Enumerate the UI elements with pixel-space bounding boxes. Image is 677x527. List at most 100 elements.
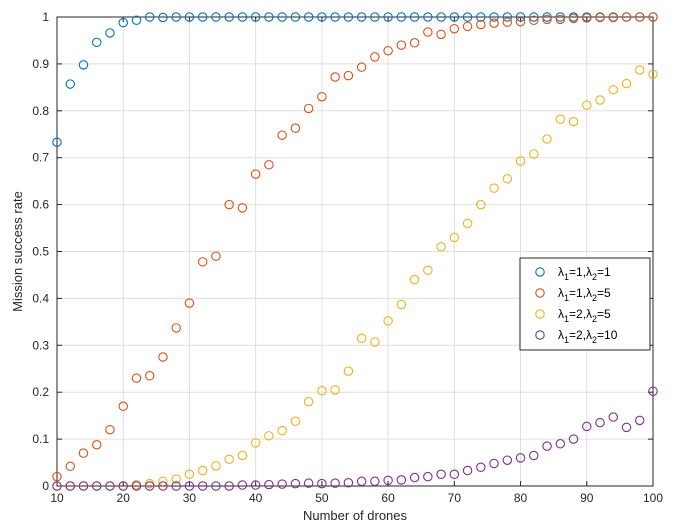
data-point bbox=[396, 12, 407, 22]
data-point bbox=[409, 12, 420, 22]
data-point bbox=[436, 242, 446, 252]
x-tick-label: 40 bbox=[249, 491, 263, 505]
data-point bbox=[529, 450, 539, 461]
data-point bbox=[65, 481, 75, 491]
data-point bbox=[436, 12, 446, 22]
data-point bbox=[529, 12, 539, 22]
data-point bbox=[462, 218, 473, 229]
data-point bbox=[118, 17, 128, 28]
data-point bbox=[555, 114, 566, 124]
data-point bbox=[317, 91, 327, 102]
data-point bbox=[91, 481, 102, 491]
data-point bbox=[197, 257, 208, 267]
data-point bbox=[635, 12, 645, 22]
y-tick-label: 0.4 bbox=[32, 291, 49, 305]
data-point bbox=[542, 441, 552, 451]
data-point bbox=[330, 72, 340, 82]
data-point bbox=[396, 475, 407, 485]
data-point bbox=[184, 298, 195, 308]
y-tick-label: 0.7 bbox=[32, 151, 49, 165]
data-point bbox=[489, 18, 499, 28]
data-point bbox=[65, 79, 75, 89]
data-point bbox=[144, 12, 155, 22]
data-point bbox=[582, 100, 592, 110]
data-point bbox=[449, 469, 460, 480]
data-point bbox=[409, 274, 420, 285]
y-tick-label: 0.6 bbox=[32, 198, 49, 212]
data-point bbox=[211, 481, 221, 491]
y-tick-label: 0.8 bbox=[32, 104, 49, 118]
data-point bbox=[515, 12, 526, 22]
data-point bbox=[237, 203, 248, 213]
data-point bbox=[423, 12, 433, 22]
x-tick-label: 30 bbox=[183, 491, 197, 505]
data-point bbox=[171, 12, 181, 22]
legend-box bbox=[519, 257, 651, 351]
data-point bbox=[290, 12, 301, 22]
x-tick-label: 80 bbox=[514, 491, 528, 505]
data-point bbox=[370, 337, 380, 347]
data-point bbox=[277, 479, 287, 489]
data-point bbox=[131, 373, 142, 383]
series-2 bbox=[52, 12, 658, 482]
data-point bbox=[171, 323, 181, 333]
data-point bbox=[582, 13, 592, 23]
data-point bbox=[356, 62, 367, 72]
data-point bbox=[343, 366, 354, 376]
data-point bbox=[197, 465, 208, 476]
data-point bbox=[515, 453, 526, 463]
data-point bbox=[184, 469, 195, 480]
data-point bbox=[595, 12, 605, 23]
data-point bbox=[621, 422, 632, 433]
data-point bbox=[529, 149, 539, 159]
data-points bbox=[52, 12, 658, 491]
data-point bbox=[52, 471, 62, 482]
data-point bbox=[436, 469, 446, 480]
series-1 bbox=[52, 12, 658, 147]
data-point bbox=[158, 12, 168, 23]
data-point bbox=[303, 103, 314, 114]
data-point bbox=[197, 12, 208, 22]
data-point bbox=[423, 265, 433, 276]
data-point bbox=[277, 130, 287, 140]
data-point bbox=[489, 183, 499, 193]
data-point bbox=[462, 465, 473, 476]
data-point bbox=[489, 12, 499, 22]
x-tick-label: 10 bbox=[50, 491, 64, 505]
data-point bbox=[608, 12, 619, 23]
data-point bbox=[303, 396, 314, 407]
data-point bbox=[502, 455, 513, 465]
data-point bbox=[449, 232, 460, 243]
data-point bbox=[290, 478, 301, 489]
data-point bbox=[542, 134, 552, 144]
data-point bbox=[224, 481, 234, 491]
data-point bbox=[184, 481, 195, 491]
data-point bbox=[383, 316, 393, 326]
data-point bbox=[476, 12, 486, 22]
data-point bbox=[105, 481, 115, 491]
data-point bbox=[648, 386, 658, 397]
data-point bbox=[476, 199, 486, 210]
data-point bbox=[648, 69, 658, 79]
data-point bbox=[582, 421, 592, 432]
data-point bbox=[277, 12, 287, 22]
data-point bbox=[330, 12, 340, 22]
y-tick-label: 0.9 bbox=[32, 57, 49, 71]
data-point bbox=[131, 15, 142, 26]
data-point bbox=[264, 479, 274, 490]
legend-entry: λ1=2,λ2=10 bbox=[558, 328, 618, 345]
data-point bbox=[396, 299, 407, 310]
series-4 bbox=[52, 386, 658, 491]
data-point bbox=[502, 12, 513, 22]
y-tick-label: 0.3 bbox=[32, 338, 49, 352]
data-point bbox=[502, 17, 513, 27]
data-point bbox=[476, 462, 486, 472]
data-point bbox=[237, 450, 248, 461]
x-axis-label: Number of drones bbox=[303, 508, 408, 523]
data-point bbox=[489, 458, 499, 469]
data-point bbox=[303, 12, 314, 22]
data-point bbox=[158, 481, 168, 491]
data-point bbox=[462, 21, 473, 32]
data-point bbox=[409, 38, 420, 48]
